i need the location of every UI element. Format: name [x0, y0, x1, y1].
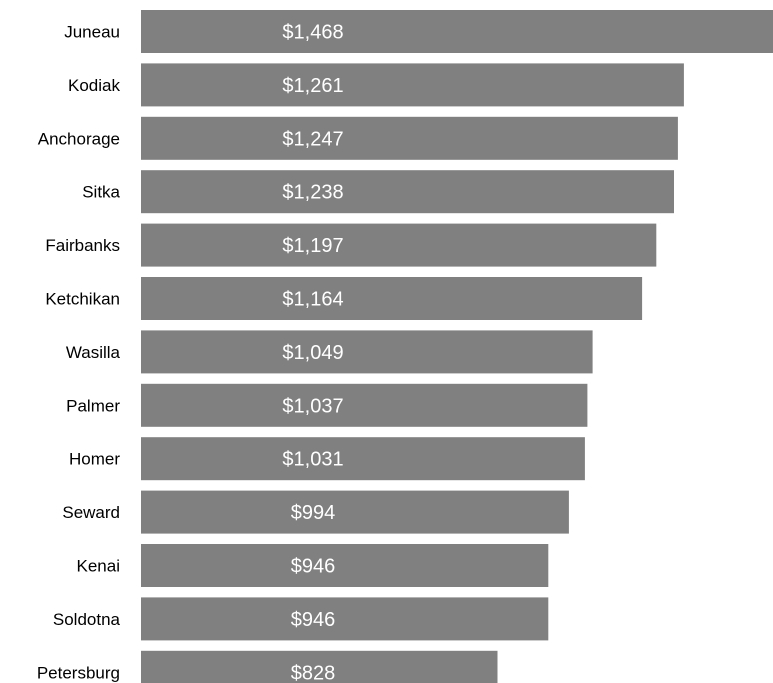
category-label-kodiak: Kodiak [68, 76, 120, 95]
value-label-ketchikan: $1,164 [282, 289, 343, 311]
bar-homer [141, 437, 585, 481]
bar-wasilla [141, 330, 593, 374]
category-label-sitka: Sitka [82, 183, 120, 202]
value-label-wasilla: $1,049 [282, 342, 343, 364]
labels-layer: Juneau Kodiak Anchorage Sitka Fairbanks Ketch… [37, 23, 121, 683]
value-label-kenai: $946 [291, 556, 336, 578]
category-label-homer: Homer [69, 450, 120, 469]
bar-kodiak [141, 63, 684, 107]
category-label-seward: Seward [62, 503, 120, 522]
bar-palmer [141, 383, 588, 427]
value-label-anchorage: $1,247 [282, 128, 343, 150]
category-label-wasilla: Wasilla [66, 343, 121, 362]
value-label-juneau: $1,468 [282, 22, 343, 44]
bar-seward [141, 490, 569, 534]
bar-ketchikan [141, 277, 643, 320]
category-label-kenai: Kenai [77, 557, 120, 576]
category-label-palmer: Palmer [66, 396, 120, 415]
category-label-juneau: Juneau [64, 23, 120, 42]
value-label-seward: $994 [291, 502, 336, 524]
category-label-soldotna: Soldotna [53, 610, 121, 629]
bar-soldotna [141, 597, 549, 641]
value-label-sitka: $1,238 [282, 182, 343, 204]
value-label-fairbanks: $1,197 [282, 235, 343, 257]
bar-sitka [141, 170, 674, 214]
bar-kenai [141, 544, 549, 587]
bar-fairbanks [141, 223, 657, 267]
value-label-petersburg: $828 [291, 662, 336, 683]
bar-juneau [141, 10, 773, 53]
value-label-kodiak: $1,261 [282, 75, 343, 97]
category-label-fairbanks: Fairbanks [45, 236, 120, 255]
value-label-soldotna: $946 [291, 609, 336, 631]
value-label-homer: $1,031 [282, 449, 343, 471]
bars-layer: $1,468 $1,261 $1,247 $1,238 $1,197 $1,164 $1,0… [141, 10, 773, 683]
category-label-anchorage: Anchorage [38, 129, 120, 148]
category-label-petersburg: Petersburg [37, 663, 120, 682]
value-label-palmer: $1,037 [282, 395, 343, 417]
bar-anchorage [141, 116, 678, 160]
category-label-ketchikan: Ketchikan [45, 290, 120, 309]
bar-petersburg [141, 650, 498, 683]
